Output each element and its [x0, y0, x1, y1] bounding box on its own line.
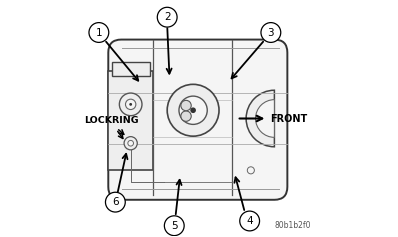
Text: 3: 3: [267, 27, 274, 37]
Text: 4: 4: [246, 216, 253, 226]
Bar: [112, 62, 150, 76]
Text: 2: 2: [164, 12, 170, 22]
Text: 6: 6: [112, 197, 119, 207]
Circle shape: [119, 93, 142, 116]
Text: 1: 1: [96, 27, 102, 37]
Text: 80b1b2f0: 80b1b2f0: [274, 221, 311, 230]
Circle shape: [128, 140, 133, 146]
Circle shape: [247, 167, 254, 174]
Wedge shape: [256, 100, 274, 137]
Circle shape: [125, 99, 136, 109]
Circle shape: [89, 23, 109, 42]
Circle shape: [240, 211, 259, 231]
Circle shape: [157, 7, 177, 27]
Circle shape: [164, 216, 184, 236]
Circle shape: [190, 107, 196, 113]
Text: FRONT: FRONT: [270, 114, 307, 123]
Circle shape: [124, 137, 137, 150]
Circle shape: [129, 103, 132, 106]
Wedge shape: [246, 90, 274, 147]
Circle shape: [181, 100, 191, 111]
Bar: [108, 71, 153, 170]
Circle shape: [167, 84, 219, 136]
Text: LOCKRING: LOCKRING: [84, 116, 139, 125]
Text: 5: 5: [171, 221, 178, 231]
Circle shape: [179, 96, 207, 124]
Circle shape: [261, 23, 281, 42]
Circle shape: [181, 111, 191, 121]
FancyBboxPatch shape: [108, 40, 287, 200]
Circle shape: [105, 192, 125, 212]
